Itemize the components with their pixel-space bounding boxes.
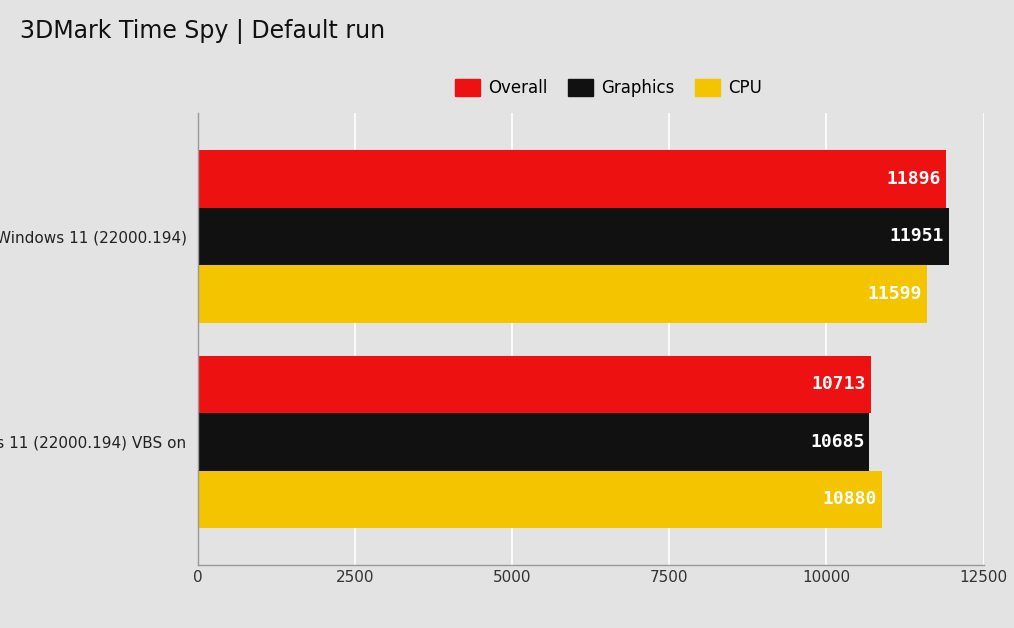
Bar [198, 208, 949, 265]
Bar [198, 355, 871, 413]
Text: 10713: 10713 [812, 376, 866, 393]
Text: 10880: 10880 [822, 490, 877, 509]
Text: 3DMark Time Spy | Default run: 3DMark Time Spy | Default run [20, 19, 385, 44]
Text: 11951: 11951 [889, 227, 944, 246]
Text: 11599: 11599 [868, 285, 922, 303]
Bar [198, 470, 882, 528]
Bar [198, 265, 927, 323]
Bar [198, 413, 869, 470]
Legend: Overall, Graphics, CPU: Overall, Graphics, CPU [450, 74, 767, 102]
Text: 10685: 10685 [810, 433, 865, 451]
Bar [198, 150, 946, 208]
Text: 11896: 11896 [886, 170, 941, 188]
